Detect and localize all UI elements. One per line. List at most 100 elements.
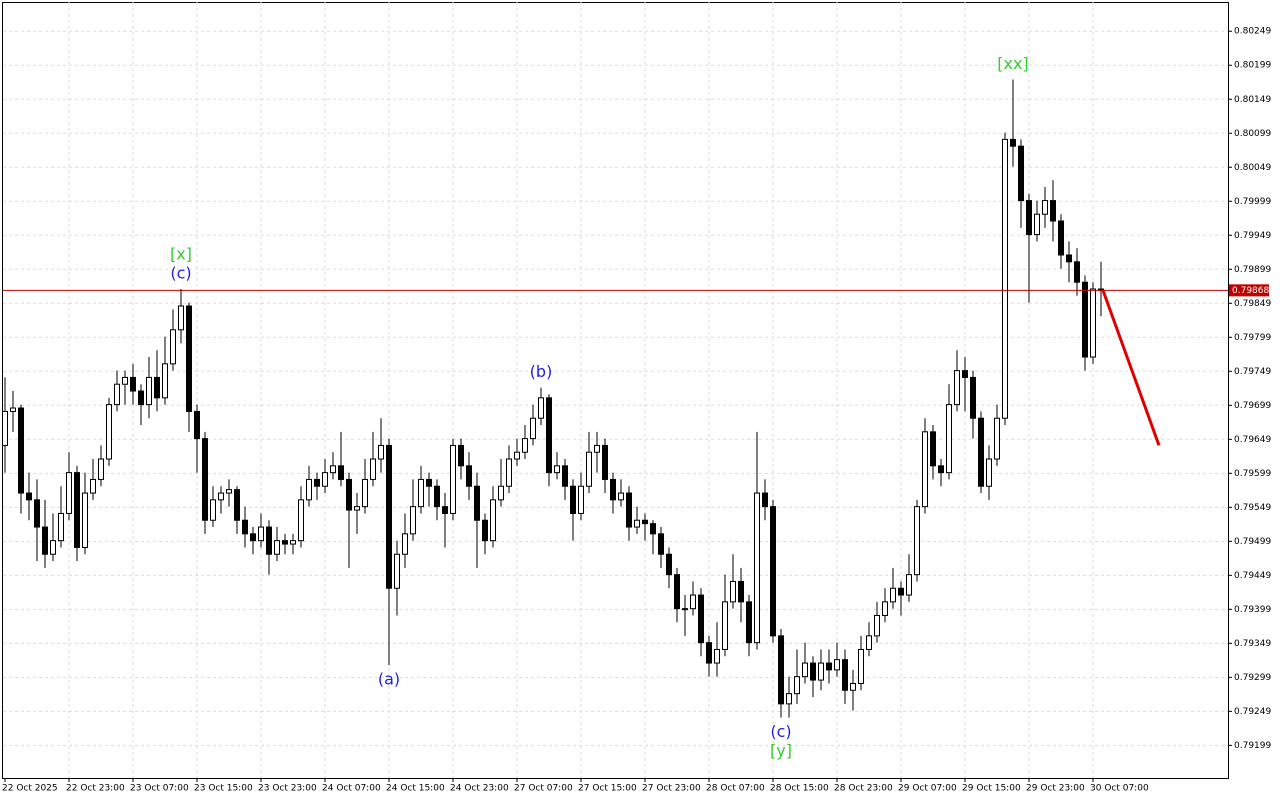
y-tick-label: 0.79299 xyxy=(1234,673,1271,683)
candle-body xyxy=(394,553,400,589)
candle-body xyxy=(626,492,632,528)
y-tick-label: 0.80249 xyxy=(1234,27,1271,37)
candle-body xyxy=(74,472,80,548)
wave-label: (a) xyxy=(378,670,400,689)
candle-body xyxy=(554,465,560,474)
candle-body xyxy=(802,662,808,678)
candle-body xyxy=(378,444,384,460)
candle-body xyxy=(946,404,952,474)
candle-body xyxy=(418,478,424,508)
candle-body xyxy=(146,376,152,406)
candle-body xyxy=(1002,138,1008,419)
candle-body xyxy=(474,485,480,521)
candle-body xyxy=(154,376,160,399)
candle-body xyxy=(1042,200,1048,215)
candle-body xyxy=(106,404,112,460)
x-tick-label: 24 Oct 07:00 xyxy=(322,784,381,794)
candle-body xyxy=(314,478,320,487)
x-tick-label: 23 Oct 23:00 xyxy=(258,784,317,794)
forecast-line xyxy=(1101,289,1161,446)
candle-body xyxy=(642,519,648,525)
x-tick-label: 24 Oct 23:00 xyxy=(450,784,509,794)
candle-body xyxy=(562,465,568,487)
y-tick-label: 0.79549 xyxy=(1234,503,1271,513)
candle-body xyxy=(66,472,72,514)
candle-body xyxy=(530,417,536,440)
candle-body xyxy=(666,553,672,576)
candle-body xyxy=(1010,138,1016,147)
y-tick-label: 0.80149 xyxy=(1234,95,1271,105)
candle-body xyxy=(466,465,472,487)
candle-body xyxy=(1066,254,1072,263)
candle-body xyxy=(42,526,48,555)
candle-body xyxy=(362,478,368,508)
y-tick-label: 0.79449 xyxy=(1234,571,1271,581)
candle-body xyxy=(770,506,776,637)
y-tick-label: 0.80099 xyxy=(1234,129,1271,139)
x-tick-label: 24 Oct 15:00 xyxy=(386,784,445,794)
y-tick-label: 0.79999 xyxy=(1234,197,1271,207)
candle-body xyxy=(242,519,248,535)
candle-body xyxy=(2,410,8,446)
x-tick-label: 30 Oct 07:00 xyxy=(1090,784,1149,794)
y-tick-label: 0.79749 xyxy=(1234,367,1271,377)
x-tick-label: 22 Oct 2025 xyxy=(2,784,58,794)
candle-body xyxy=(778,635,784,705)
candle-body xyxy=(386,444,392,589)
candle-body xyxy=(34,499,40,528)
candle-body xyxy=(634,519,640,528)
candle-body xyxy=(906,574,912,596)
wave-label: [x] xyxy=(170,245,192,264)
candle-body xyxy=(26,492,32,501)
candle-body xyxy=(754,492,760,644)
candle-body xyxy=(690,594,696,610)
x-tick-label: 29 Oct 23:00 xyxy=(1026,784,1085,794)
candle-body xyxy=(930,431,936,467)
candle-body xyxy=(82,492,88,548)
candle-body xyxy=(114,383,120,406)
candle-body xyxy=(354,506,360,511)
candle-body xyxy=(138,390,144,406)
x-tick-label: 27 Oct 15:00 xyxy=(578,784,637,794)
candle-body xyxy=(658,533,664,555)
candle-body xyxy=(1058,220,1064,256)
candle-body xyxy=(274,540,280,555)
candle-body xyxy=(578,485,584,514)
candle-body xyxy=(10,407,16,412)
y-tick-label: 0.80199 xyxy=(1234,61,1271,71)
candle-body xyxy=(738,580,744,603)
y-tick-label: 0.79699 xyxy=(1234,401,1271,411)
y-tick-label: 0.79649 xyxy=(1234,435,1271,445)
candle-body xyxy=(186,305,192,412)
candle-body xyxy=(914,506,920,576)
candle-body xyxy=(618,492,624,501)
current-price-label: 0.79868 xyxy=(1232,286,1269,296)
candle-body xyxy=(218,492,224,501)
wave-label: (b) xyxy=(530,362,553,381)
x-tick-label: 27 Oct 23:00 xyxy=(642,784,701,794)
candle-body xyxy=(58,512,64,542)
candle-body xyxy=(898,587,904,596)
candle-body xyxy=(1018,145,1024,202)
candle-body xyxy=(730,580,736,603)
x-tick-label: 23 Oct 15:00 xyxy=(194,784,253,794)
candle-body xyxy=(650,523,656,535)
candle-body xyxy=(250,533,256,542)
candle-body xyxy=(226,489,232,494)
y-tick-label: 0.79349 xyxy=(1234,639,1271,649)
x-tick-label: 22 Oct 23:00 xyxy=(66,784,125,794)
candle-body xyxy=(746,601,752,644)
candle-body xyxy=(538,397,544,419)
candle-body xyxy=(162,363,168,399)
candle-body xyxy=(370,458,376,480)
candle-body xyxy=(90,478,96,494)
candle-body xyxy=(706,642,712,664)
candle-body xyxy=(498,485,504,501)
candle-body xyxy=(890,587,896,603)
candle-body xyxy=(850,682,856,691)
candle-body xyxy=(786,693,792,705)
candle-body xyxy=(858,648,864,684)
y-tick-label: 0.79249 xyxy=(1234,707,1271,717)
x-tick-label: 23 Oct 07:00 xyxy=(130,784,189,794)
candle-body xyxy=(450,444,456,514)
